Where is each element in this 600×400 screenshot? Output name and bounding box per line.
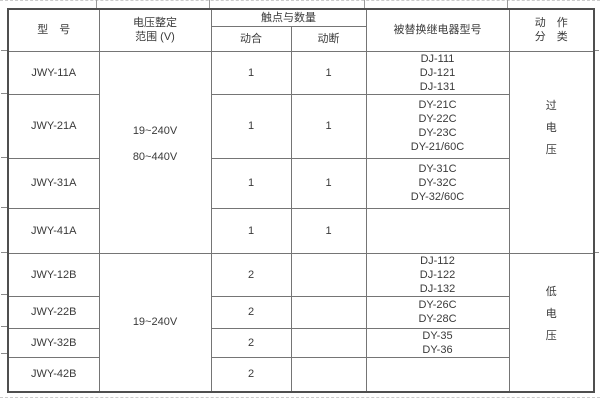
replaced-models-cell: DY-26C DY-28C <box>365 295 510 329</box>
header-normally-open: 动合 <box>210 25 292 52</box>
no-contact-cell: 1 <box>210 207 292 254</box>
replaced-models-cell: DY-21C DY-22C DY-23C DY-21/60C <box>365 93 510 159</box>
model-cell: JWY-42B <box>7 356 100 393</box>
crop-mark <box>1 326 7 327</box>
model-cell: JWY-32B <box>7 327 100 358</box>
nc-contact-cell: 1 <box>290 50 367 95</box>
nc-contact-cell: 1 <box>290 93 367 159</box>
crop-mark <box>1 157 7 158</box>
voltage-cell-group-b: 19~240V <box>98 252 212 393</box>
action-category-value: 过电压 <box>545 100 557 156</box>
crop-mark <box>1 294 7 295</box>
model-cell: JWY-21A <box>7 93 100 159</box>
action-cell-group-a: 过电压 <box>508 50 595 254</box>
nc-contact-cell <box>290 356 367 393</box>
crop-mark <box>364 0 365 8</box>
relay-spec-table: 型 号 电压整定 范围 (V) 触点与数量 被替换继电器型号 动 作 分 类 动… <box>7 8 595 393</box>
no-contact-cell: 2 <box>210 327 292 358</box>
header-normally-closed: 动断 <box>290 25 367 52</box>
model-cell: JWY-41A <box>7 207 100 254</box>
nc-contact-cell: 1 <box>290 207 367 254</box>
crop-mark <box>209 0 210 8</box>
no-contact-cell: 2 <box>210 295 292 329</box>
voltage-cell-group-a: 19~240V 80~440V <box>98 50 212 254</box>
replaced-models-cell <box>365 207 510 254</box>
model-cell: JWY-11A <box>7 50 100 95</box>
crop-mark <box>1 207 7 208</box>
header-action-category: 动 作 分 类 <box>508 8 595 52</box>
no-contact-cell: 2 <box>210 252 292 297</box>
crop-mark <box>1 50 7 51</box>
nc-contact-cell: 1 <box>290 157 367 209</box>
crop-mark <box>507 0 508 8</box>
nc-contact-cell <box>290 252 367 297</box>
model-cell: JWY-31A <box>7 157 100 209</box>
model-cell: JWY-22B <box>7 295 100 329</box>
header-model: 型 号 <box>7 8 100 52</box>
no-contact-cell: 2 <box>210 356 292 393</box>
replaced-models-cell: DY-35 DY-36 <box>365 327 510 358</box>
action-category-value: 低电压 <box>545 286 557 343</box>
crop-mark <box>96 0 97 8</box>
no-contact-cell: 1 <box>210 50 292 95</box>
replaced-models-cell: DY-31C DY-32C DY-32/60C <box>365 157 510 209</box>
crop-mark <box>1 353 7 354</box>
nc-contact-cell <box>290 295 367 329</box>
header-voltage-range: 电压整定 范围 (V) <box>98 8 212 52</box>
crop-mark <box>592 50 599 51</box>
crop-mark <box>0 0 600 1</box>
model-cell: JWY-12B <box>7 252 100 297</box>
no-contact-cell: 1 <box>210 157 292 209</box>
crop-mark <box>1 252 7 253</box>
replaced-models-cell <box>365 356 510 393</box>
header-replaced-relay-model: 被替换继电器型号 <box>365 8 510 52</box>
no-contact-cell: 1 <box>210 93 292 159</box>
crop-mark <box>0 397 600 398</box>
voltage-range-value: 19~240V 80~440V <box>132 124 178 163</box>
crop-mark <box>592 252 599 253</box>
voltage-range-value: 19~240V <box>132 315 178 328</box>
action-cell-group-b: 低电压 <box>508 252 595 393</box>
replaced-models-cell: DJ-112 DJ-122 DJ-132 <box>365 252 510 297</box>
header-contacts-group: 触点与数量 <box>210 8 367 27</box>
crop-mark <box>1 93 7 94</box>
nc-contact-cell <box>290 327 367 358</box>
replaced-models-cell: DJ-111 DJ-121 DJ-131 <box>365 50 510 95</box>
